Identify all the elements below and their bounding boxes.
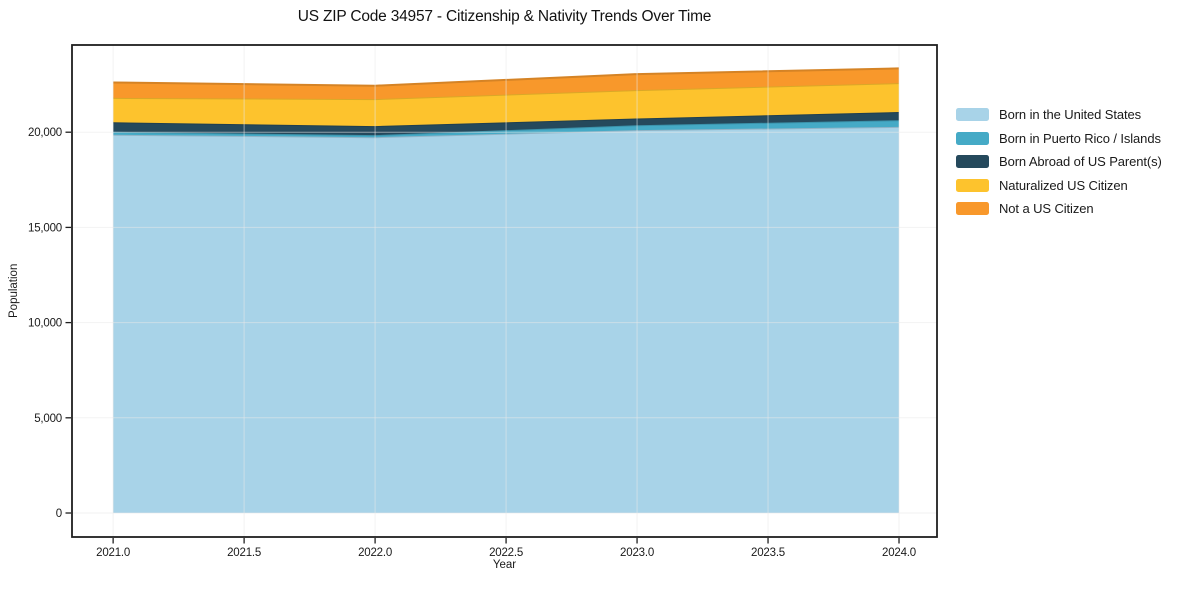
legend-label: Born in Puerto Rico / Islands	[999, 130, 1161, 146]
legend-swatch	[956, 131, 989, 145]
legend-item: Naturalized US Citizen	[956, 174, 1162, 198]
x-tick-label: 2024.0	[882, 547, 916, 559]
legend-item: Born in the United States	[956, 103, 1162, 127]
y-tick-label: 10,000	[28, 318, 62, 330]
x-tick-label: 2021.5	[227, 547, 261, 559]
x-tick-label: 2022.0	[358, 547, 392, 559]
legend-label: Born Abroad of US Parent(s)	[999, 154, 1162, 170]
x-tick-label: 2023.0	[620, 547, 654, 559]
x-tick-label: 2021.0	[96, 547, 130, 559]
y-tick-label: 0	[56, 508, 62, 520]
legend-swatch	[956, 155, 989, 169]
legend-label: Naturalized US Citizen	[999, 177, 1128, 193]
legend-swatch	[956, 202, 989, 216]
legend: Born in the United States Born in Puerto …	[956, 103, 1162, 221]
y-tick-label: 15,000	[28, 222, 62, 234]
legend-swatch	[956, 178, 989, 192]
x-tick-label: 2023.5	[751, 547, 785, 559]
legend-label: Born in the United States	[999, 107, 1142, 123]
y-tick-label: 5,000	[34, 413, 62, 425]
plot-border	[71, 44, 938, 538]
legend-item: Born Abroad of US Parent(s)	[956, 150, 1162, 174]
x-axis-label: Year	[492, 559, 517, 571]
legend-item: Not a US Citizen	[956, 197, 1162, 221]
x-tick-label: 2022.5	[489, 547, 523, 559]
chart-title: US ZIP Code 34957 - Citizenship & Nativi…	[297, 8, 712, 25]
legend-label: Not a US Citizen	[999, 201, 1094, 217]
legend-swatch	[956, 108, 989, 122]
y-tick-label: 20,000	[28, 127, 62, 139]
legend-item: Born in Puerto Rico / Islands	[956, 127, 1162, 151]
